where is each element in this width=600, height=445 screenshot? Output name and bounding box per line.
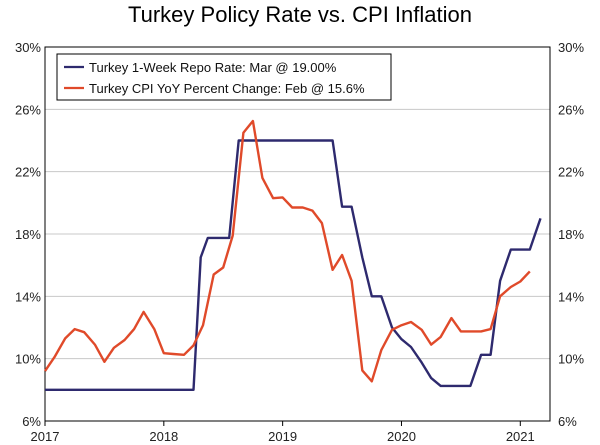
y-tick-labels-right: 6% 10% 14% 18% 22% 26% 30% <box>558 40 584 429</box>
legend: Turkey 1-Week Repo Rate: Mar @ 19.00% Tu… <box>56 53 392 101</box>
y-tick-label-left: 6% <box>22 414 41 429</box>
y-tick-label-right: 18% <box>558 227 584 242</box>
y-tick-label-left: 26% <box>15 102 41 117</box>
legend-label-repo-rate: Turkey 1-Week Repo Rate: Mar @ 19.00% <box>89 60 337 75</box>
x-tick-label: 2021 <box>506 429 535 444</box>
y-tick-label-right: 6% <box>558 414 577 429</box>
y-tick-label-left: 10% <box>15 352 41 367</box>
y-tick-label-left: 14% <box>15 289 41 304</box>
y-tick-label-right: 22% <box>558 165 584 180</box>
series-line-cpi <box>44 119 531 383</box>
series-lines <box>44 119 542 391</box>
gridlines <box>44 108 550 426</box>
legend-label-cpi: Turkey CPI YoY Percent Change: Feb @ 15.… <box>89 81 365 96</box>
x-tick-label: 2020 <box>387 429 416 444</box>
x-tick-labels: 2017 2018 2019 2020 2021 <box>31 429 535 444</box>
x-tick-label: 2017 <box>31 429 60 444</box>
legend-box <box>56 53 392 101</box>
y-tick-label-left: 30% <box>15 40 41 55</box>
y-tick-label-right: 26% <box>558 102 584 117</box>
y-tick-label-right: 14% <box>558 289 584 304</box>
y-tick-label-left: 18% <box>15 227 41 242</box>
series-line-repo-rate <box>45 139 542 391</box>
x-tick-label: 2018 <box>149 429 178 444</box>
plot-border <box>44 46 551 422</box>
y-tick-label-right: 30% <box>558 40 584 55</box>
y-tick-labels-left: 6% 10% 14% 18% 22% 26% 30% <box>15 40 41 429</box>
y-tick-label-right: 10% <box>558 352 584 367</box>
x-tick-label: 2019 <box>268 429 297 444</box>
y-tick-label-left: 22% <box>15 165 41 180</box>
chart-title: Turkey Policy Rate vs. CPI Inflation <box>128 2 472 27</box>
